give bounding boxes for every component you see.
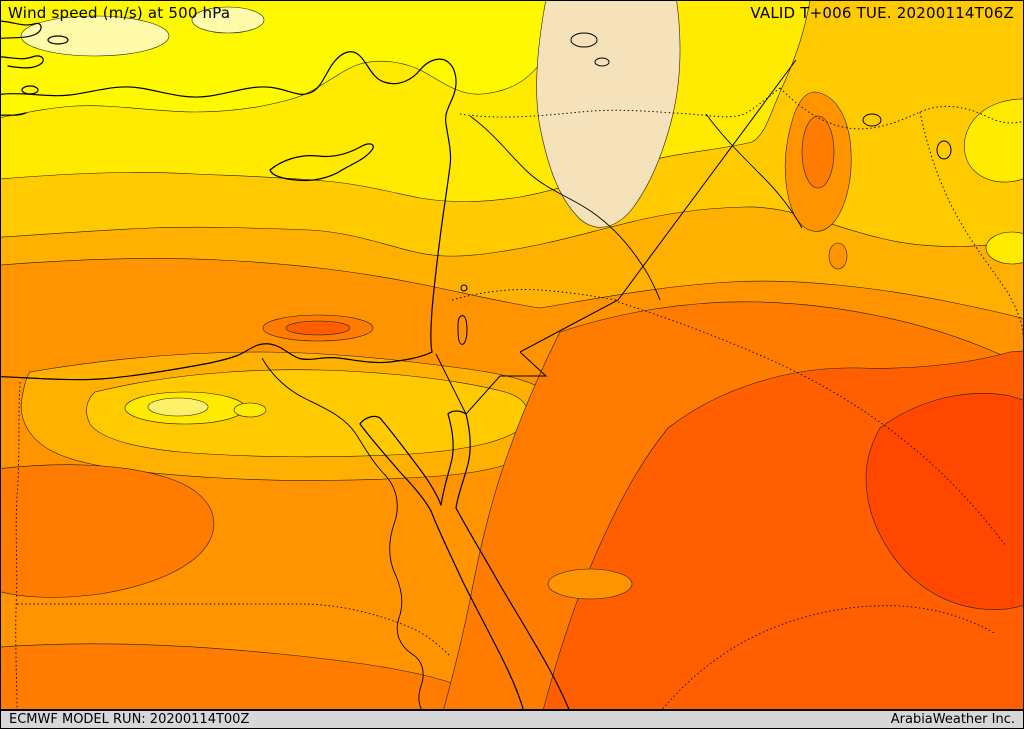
fill-orange-lens-inside-southeast (547, 568, 633, 600)
map-area: Wind speed (m/s) at 500 hPa VALID T+006 … (0, 0, 1024, 710)
lakes (457, 32, 952, 345)
gulf-of-suez-west-shore (359, 423, 432, 512)
egypt-israel-border (435, 353, 467, 415)
fill-orange-spot-northeast (828, 242, 848, 270)
syria-jordan-border (451, 289, 617, 301)
fill-yellow-blob-east-1 (964, 98, 1024, 183)
fill-deep-lens-levant-coast-inner (285, 320, 351, 336)
aegean-island-2 (21, 85, 39, 95)
fill-red-core-east (865, 393, 1024, 610)
suez-head (359, 415, 381, 425)
model-run-label: ECMWF MODEL RUN: 20200114T00Z (9, 712, 250, 727)
valid-time-label: VALID T+006 TUE. 20200114T06Z (750, 4, 1014, 22)
iraq-saudi-border (617, 301, 1007, 547)
fill-deep-orange-southwest (0, 464, 215, 598)
gulf-of-suez-east-shore (379, 417, 442, 506)
jordan-saudi-border (465, 351, 548, 415)
fill-yellow-egypt-lens-2 (233, 402, 267, 418)
lake-urmia (936, 140, 952, 160)
red-sea-east-shore (455, 507, 570, 710)
gulf-of-aqaba-west-shore (440, 413, 454, 506)
lake-van (862, 113, 882, 127)
gulf-of-aqaba-east-shore (455, 413, 471, 509)
borders-solid (435, 59, 797, 415)
coastlines (0, 20, 570, 710)
mediterranean-coastline (0, 51, 457, 381)
fill-yellow-blob-east-2 (985, 231, 1024, 265)
tigris-river (705, 113, 803, 229)
egypt-libya-border (15, 381, 21, 710)
euphrates-river (469, 115, 661, 301)
aegean-coast-fragment-1 (0, 55, 44, 69)
red-sea-west-shore (430, 510, 525, 710)
brand-label: ArabiaWeather Inc. (890, 712, 1015, 727)
rivers (261, 113, 803, 710)
aegean-coast-fragment-3 (0, 20, 42, 40)
cyprus-island (269, 143, 374, 182)
turkey-syria-border (459, 87, 781, 118)
map-title: Wind speed (m/s) at 500 hPa (8, 4, 231, 22)
fill-pale-yellow-blob-2 (191, 6, 265, 34)
nile-river (261, 357, 424, 710)
lake-beysehir (594, 57, 610, 67)
fill-orange-blob-northeast-inner (801, 115, 835, 189)
wind-speed-map (0, 0, 1024, 710)
jordan-iraq-border (519, 59, 797, 353)
fill-pale-yellow-blob-1 (20, 15, 170, 57)
dead-sea (457, 315, 468, 345)
saudi-interior-border (661, 605, 997, 710)
sea-of-galilee (460, 284, 468, 292)
fill-gold-egypt (86, 369, 529, 458)
contour-fills (0, 0, 1024, 710)
aqaba-head (447, 410, 467, 415)
aegean-coast-fragment-2 (0, 112, 27, 116)
footer-bar: ECMWF MODEL RUN: 20200114T00Z ArabiaWeat… (0, 710, 1024, 729)
aegean-island-1 (47, 35, 69, 45)
egypt-sudan-border (17, 603, 451, 657)
fill-pale-egypt-lens (147, 397, 209, 417)
borders-dotted (15, 87, 1024, 710)
lake-tuz (570, 32, 598, 48)
